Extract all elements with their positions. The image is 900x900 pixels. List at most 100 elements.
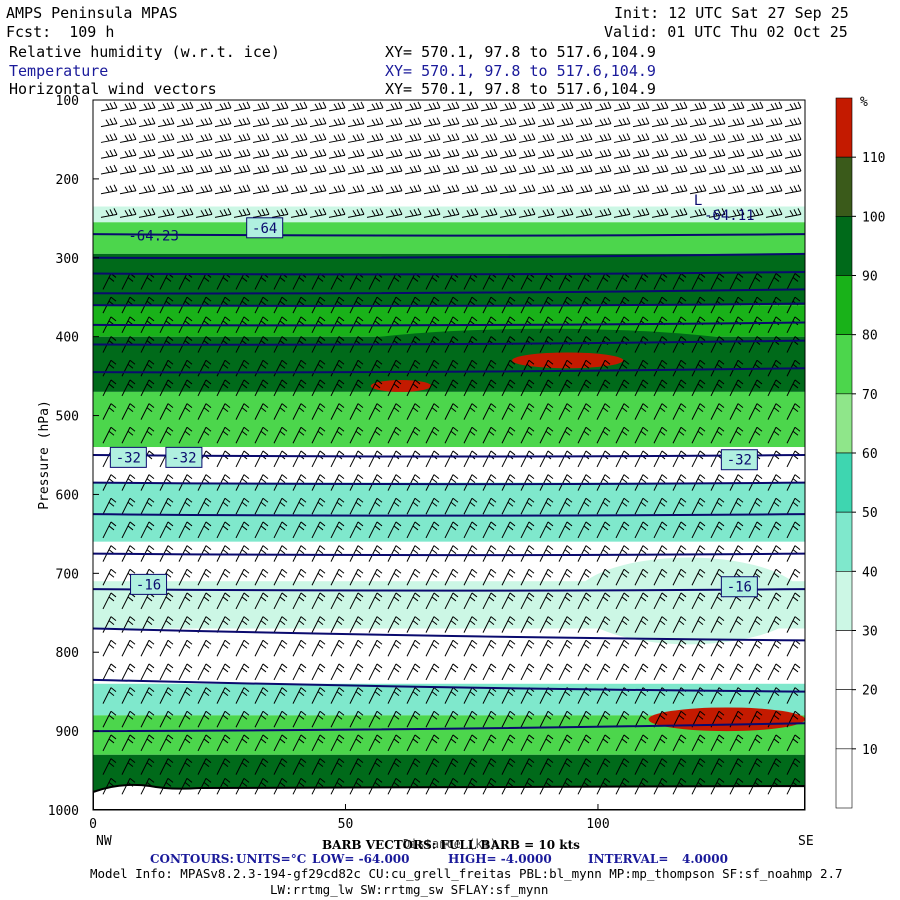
wind-barb-1059	[539, 758, 554, 775]
contour-interval-label: INTERVAL=	[588, 852, 669, 866]
wind-barb-769	[653, 568, 668, 586]
wind-barb-445	[121, 379, 136, 397]
wind-barb-1064	[634, 758, 649, 775]
wind-barb-88	[366, 133, 384, 143]
wind-barb-1051	[387, 758, 402, 775]
wind-barb-790	[349, 592, 364, 610]
colorbar-segment-8	[835, 571, 853, 631]
wind-barb-1036	[102, 758, 117, 775]
wind-barb-966	[178, 710, 193, 728]
wind-barb-824	[292, 616, 307, 633]
init-time: Init: 12 UTC Sat 27 Sep 25	[614, 4, 849, 22]
wind-barb-533	[387, 426, 402, 444]
wind-barb-1086	[349, 777, 364, 795]
wind-barb-821	[235, 616, 250, 633]
temperature-contour-11	[93, 552, 805, 557]
wind-barb-620	[634, 474, 649, 491]
y-tick-label-2: 300	[56, 252, 79, 267]
wind-barb-766	[596, 568, 611, 586]
wind-barb-21	[499, 101, 517, 112]
wind-barb-652	[539, 497, 554, 515]
wind-barb-677	[311, 521, 326, 539]
wind-barb-984	[520, 710, 535, 728]
temperature-contour-5	[93, 321, 805, 327]
wind-barb-553	[767, 426, 782, 444]
wind-barb-451	[235, 379, 250, 397]
wind-barb-126	[385, 148, 403, 159]
wind-barb-1055	[463, 758, 478, 775]
wind-barb-72	[765, 117, 783, 128]
contour-interval-value: 4.0000	[682, 852, 728, 866]
wind-barb-248	[594, 208, 612, 218]
wind-barb-216	[689, 184, 707, 195]
wind-barb-804	[615, 592, 630, 610]
wind-barb-1083	[292, 777, 307, 795]
wind-barb-877	[596, 639, 611, 657]
wind-barb-87	[347, 133, 365, 143]
wind-barb-167	[461, 164, 479, 175]
wind-barb-641	[330, 497, 345, 515]
colorbar: 10 20 30 40 50 60 70 80 90 100 110	[835, 97, 885, 809]
wind-barb-188	[157, 184, 175, 195]
wind-barb-1026	[615, 734, 630, 752]
colorbar-segment-5	[835, 393, 853, 454]
wind-barb-854	[159, 639, 174, 657]
wind-barb-638	[273, 497, 288, 515]
wind-barb-229	[233, 208, 251, 218]
wind-barb-3	[157, 101, 175, 112]
terrain-mask	[93, 783, 805, 810]
wind-barb-726	[539, 545, 554, 562]
temperature-contour-4	[93, 302, 805, 307]
wind-barb-410	[159, 359, 174, 377]
wind-barb-1030	[691, 734, 706, 752]
wind-barb-425	[444, 359, 459, 377]
wind-barb-218	[727, 184, 745, 195]
wind-barb-1031	[710, 734, 725, 752]
wind-barb-751	[311, 568, 326, 586]
wind-barb-258	[784, 208, 802, 218]
wind-barb-551	[729, 426, 744, 444]
wind-barb-206	[499, 184, 517, 195]
wind-barb-1073	[102, 777, 117, 795]
wind-barb-1065	[653, 758, 668, 775]
wind-barb-461	[425, 379, 440, 397]
contour-label-box-1	[109, 446, 147, 468]
wind-barb-605	[349, 474, 364, 491]
wind-barb-644	[387, 497, 402, 515]
wind-barb-161	[347, 164, 365, 175]
wind-barb-535	[425, 426, 440, 444]
wind-barb-204	[461, 184, 479, 195]
wind-barb-234	[328, 208, 346, 218]
wind-barb-431	[558, 359, 573, 377]
wind-barb-138	[613, 148, 631, 159]
wind-barb-0	[100, 101, 118, 112]
wind-barb-241	[461, 208, 479, 218]
wind-barb-122	[309, 148, 327, 159]
wind-barb-444	[102, 379, 117, 397]
wind-barb-548	[672, 426, 687, 444]
wind-barb-827	[349, 616, 364, 633]
wind-barb-231	[271, 208, 289, 218]
wind-barb-242	[480, 208, 498, 218]
wind-barb-123	[328, 148, 346, 159]
wind-barb-1006	[235, 734, 250, 752]
wind-barb-663	[748, 497, 763, 515]
wind-barb-494	[349, 403, 364, 420]
wind-barb-31	[689, 101, 707, 112]
wind-barb-1002	[159, 734, 174, 752]
wind-barb-490	[273, 403, 288, 420]
wind-barb-969	[235, 710, 250, 728]
wind-barb-781	[178, 592, 193, 610]
wind-barb-227	[195, 208, 213, 218]
wind-barb-420	[349, 359, 364, 377]
wind-barb-658	[653, 497, 668, 515]
wind-barb-857	[216, 639, 231, 657]
colorbar-segment-7	[835, 511, 853, 572]
wind-barb-143	[708, 148, 726, 159]
wind-barb-691	[577, 521, 592, 539]
wind-barb-226	[176, 208, 194, 218]
wind-barb-50	[347, 117, 365, 128]
wind-barb-534	[406, 426, 421, 444]
wind-barb-979	[425, 710, 440, 728]
wind-barb-897	[273, 663, 288, 681]
